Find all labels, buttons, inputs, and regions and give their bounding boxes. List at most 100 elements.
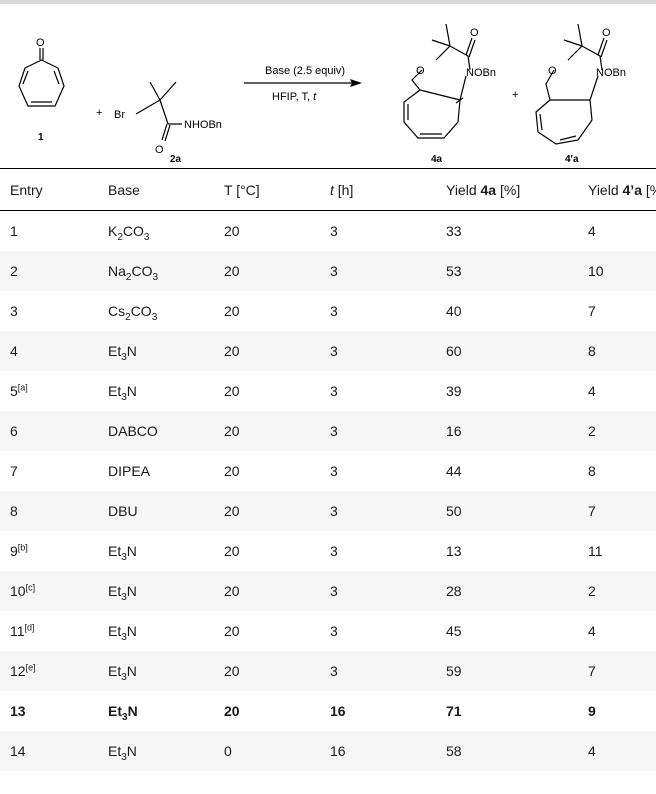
table-row: 14 Et3N 0 16 58 4: [0, 731, 656, 771]
scheme-divider: [0, 168, 656, 169]
cell-base: Et3N: [98, 571, 214, 611]
reaction-scheme: O 1 + Br NHOBn O 2a Base (2.5 equiv) HFI…: [18, 23, 626, 165]
cell-base: Et3N: [108, 623, 137, 643]
cell-yield-4a: 39: [446, 383, 462, 399]
table-row: 9[b] Et3N 20 3 13 11: [0, 531, 656, 571]
cell-temp: 20: [224, 623, 240, 639]
cell-entry: 3: [10, 303, 18, 319]
tropone-structure: [18, 48, 65, 107]
product-4pa-structure: [535, 23, 608, 145]
product-4pa-ring-oxygen: O: [548, 65, 557, 77]
header-temp: T [°C]: [214, 170, 320, 211]
cell-yield-4a: 40: [446, 303, 462, 319]
table-header-row: Entry Base T [°C] t [h] Yield 4a [%] Yie…: [0, 170, 656, 211]
cell-time: 3: [330, 543, 338, 559]
header-yield-4pa: Yield 4’a [%]: [578, 170, 656, 211]
nhobn-group: NHOBn: [184, 119, 222, 131]
cell-time: 3: [330, 223, 338, 239]
cell-base: Cs2CO3: [108, 303, 158, 323]
cell-entry: 1: [10, 223, 18, 239]
table-row: 12[e] Et3N 20 3 59 7: [0, 651, 656, 691]
bromine-atom: Br: [114, 109, 125, 121]
top-gray-bar: [0, 0, 656, 4]
cell-yield-4pa: 9: [588, 703, 596, 719]
cell-temp: 20: [214, 491, 320, 531]
cell-time: 3: [320, 251, 436, 291]
cell-temp: 20: [214, 651, 320, 691]
header-time: t [h]: [320, 170, 436, 211]
cell-entry: 12[e]: [0, 651, 98, 691]
compound-2a-label: 2a: [170, 154, 182, 165]
cell-temp: 20: [224, 703, 240, 719]
cell-temp: 20: [224, 463, 240, 479]
cell-entry: 11[d]: [10, 622, 35, 639]
cell-entry: 8: [0, 491, 98, 531]
cell-yield-4pa: 4: [588, 223, 596, 239]
cell-yield-4pa: 2: [578, 411, 656, 451]
cell-entry: 13: [10, 703, 26, 719]
cell-temp: 20: [214, 331, 320, 371]
cell-entry: 7: [10, 463, 18, 479]
product-4pa-nobn: NOBn: [596, 67, 626, 79]
cell-yield-4pa: 2: [578, 571, 656, 611]
product-4pa-carbonyl-oxygen: O: [602, 27, 611, 39]
cell-entry: 4: [0, 331, 98, 371]
cell-time: 3: [320, 331, 436, 371]
cell-yield-4a: 59: [436, 651, 578, 691]
results-table: Entry Base T [°C] t [h] Yield 4a [%] Yie…: [0, 170, 656, 771]
table-row: 2 Na2CO3 20 3 53 10: [0, 251, 656, 291]
table-row: 11[d] Et3N 20 3 45 4: [0, 611, 656, 651]
cell-temp: 20: [214, 411, 320, 451]
cell-yield-4pa: 4: [578, 731, 656, 771]
cell-base: Na2CO3: [98, 251, 214, 291]
cell-time: 3: [320, 491, 436, 531]
cell-temp: 20: [214, 251, 320, 291]
cell-temp: 20: [214, 571, 320, 611]
header-entry: Entry: [0, 170, 98, 211]
cell-time: 3: [320, 651, 436, 691]
tropone-oxygen: O: [36, 37, 45, 49]
table-row: 10[c] Et3N 20 3 28 2: [0, 571, 656, 611]
bromoamide-structure: [135, 81, 182, 142]
product-4a-carbonyl-oxygen: O: [470, 27, 479, 39]
product-4pa-label: 4'a: [565, 154, 579, 165]
cell-yield-4a: 50: [436, 491, 578, 531]
cell-base: Et3N: [98, 731, 214, 771]
cell-time: 16: [320, 731, 436, 771]
cell-yield-4a: 45: [446, 623, 462, 639]
plus-sign-2: +: [512, 89, 518, 101]
table-row: 7 DIPEA 20 3 44 8: [0, 451, 656, 491]
arrow-conditions-bottom: HFIP, T, t: [272, 91, 317, 103]
cell-time: 3: [330, 303, 338, 319]
cell-yield-4pa: 4: [588, 383, 596, 399]
compound-1-label: 1: [38, 132, 44, 143]
cell-entry: 14: [0, 731, 98, 771]
header-yield-4a: Yield 4a [%]: [436, 170, 578, 211]
cell-yield-4pa: 7: [578, 491, 656, 531]
cell-yield-4pa: 4: [588, 623, 596, 639]
cell-base: Et3N: [108, 383, 137, 403]
cell-entry: 10[c]: [0, 571, 98, 611]
cell-time: 3: [330, 463, 338, 479]
table-row: 13 Et3N 20 16 71 9: [0, 691, 656, 731]
cell-base: Et3N: [108, 703, 138, 723]
table-row: 6 DABCO 20 3 16 2: [0, 411, 656, 451]
product-4a-label: 4a: [431, 154, 443, 165]
cell-entry: 6: [0, 411, 98, 451]
cell-yield-4a: 53: [436, 251, 578, 291]
cell-yield-4a: 16: [436, 411, 578, 451]
arrow-conditions-top: Base (2.5 equiv): [265, 65, 345, 77]
cell-base: Et3N: [108, 543, 137, 563]
product-4a-structure: [403, 23, 476, 139]
cell-temp: 20: [224, 543, 240, 559]
cell-entry: 9[b]: [10, 542, 28, 559]
product-4a-nobn: NOBn: [466, 67, 496, 79]
table-row: 5[a] Et3N 20 3 39 4: [0, 371, 656, 411]
cell-yield-4a: 28: [436, 571, 578, 611]
cell-yield-4a: 13: [446, 543, 462, 559]
cell-yield-4pa: 10: [578, 251, 656, 291]
cell-yield-4a: 44: [446, 463, 462, 479]
table-row: 8 DBU 20 3 50 7: [0, 491, 656, 531]
cell-temp: 20: [224, 303, 240, 319]
cell-temp: 0: [214, 731, 320, 771]
